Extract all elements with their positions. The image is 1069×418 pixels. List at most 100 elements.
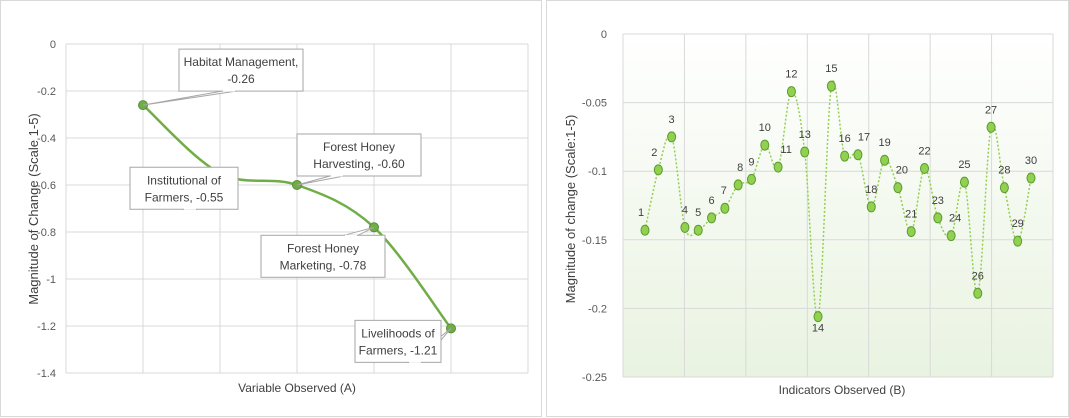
- chart-a-y-tick-label: -1.4: [37, 368, 56, 380]
- chart-b-point-21: [906, 226, 916, 238]
- chart-a-panel: 0 -0.2 -0.4 -0.6 -0.8 -1 -1.2 -1.4 Habitat Mana…: [0, 0, 542, 417]
- chart-a-y-ticks: 0 -0.2 -0.4 -0.6 -0.8 -1 -1.2 -1.4: [37, 39, 56, 380]
- chart-a-callout-1: Habitat Management, -0.26: [142, 48, 304, 106]
- chart-b-point-2: [653, 164, 663, 176]
- chart-b-point-label: 12: [785, 69, 797, 81]
- chart-b-point-4: [680, 221, 690, 233]
- chart-b-point-3: [667, 131, 677, 143]
- chart-b-point-label: 25: [958, 159, 970, 171]
- chart-b-point-8: [733, 179, 743, 191]
- chart-b-point-label: 4: [682, 204, 688, 216]
- chart-b-y-tick-label: 0: [601, 29, 607, 41]
- chart-b-point-7: [720, 202, 730, 214]
- chart-b-y-tick-label: -0.1: [588, 166, 607, 178]
- chart-b-series: [640, 80, 1036, 323]
- chart-b-point-label: 15: [825, 63, 837, 75]
- chart-b-point-30: [1026, 172, 1036, 184]
- chart-b-point-16: [840, 150, 850, 162]
- chart-b-point-25: [959, 176, 969, 188]
- chart-b-point-label: 27: [985, 104, 997, 116]
- chart-b-point-label: 16: [839, 133, 851, 145]
- chart-b-point-label: 10: [759, 122, 771, 134]
- chart-b-point-10: [760, 139, 770, 151]
- chart-a-callout-5: Livelihoods of Farmers, -1.21: [354, 319, 452, 363]
- chart-b-point-19: [880, 154, 890, 166]
- chart-a-y-tick-label: 0: [50, 39, 56, 51]
- chart-b-point-label: 8: [737, 162, 743, 174]
- chart-a-callout-3: Forest Honey Harvesting, -0.60: [296, 133, 422, 186]
- chart-a-callout-2: Institutional of Farmers, -0.55: [129, 166, 239, 210]
- chart-b-point-label: 13: [799, 129, 811, 141]
- chart-b-point-label: 17: [858, 132, 870, 144]
- chart-b-point-label: 22: [918, 145, 930, 157]
- chart-b-point-label: 1: [638, 207, 644, 219]
- chart-b-series-line: [644, 80, 1032, 318]
- chart-b-point-28: [999, 182, 1009, 194]
- chart-b-point-20: [893, 182, 903, 194]
- chart-b-point-label: 7: [721, 185, 727, 197]
- chart-b-x-axis-title: Indicators Observed (B): [779, 383, 906, 397]
- chart-a-y-tick-label: -0.8: [37, 227, 56, 239]
- chart-b-y-tick-label: -0.2: [588, 303, 607, 315]
- chart-b-point-5: [693, 224, 703, 236]
- chart-a-callout-line2: Harvesting, -0.60: [313, 157, 405, 171]
- chart-b-point-26: [973, 287, 983, 299]
- chart-b-point-label: 30: [1025, 155, 1037, 167]
- chart-b-point-1: [640, 224, 650, 236]
- chart-b-point-6: [707, 212, 717, 224]
- chart-b-point-23: [933, 212, 943, 224]
- chart-b-point-24: [946, 230, 956, 242]
- chart-a-y-tick-label: -0.4: [37, 133, 56, 145]
- chart-b-point-18: [866, 201, 876, 213]
- chart-a-y-tick-label: -1: [46, 274, 56, 286]
- chart-b-point-label: 3: [669, 114, 675, 126]
- chart-a-callout-line2: Farmers, -0.55: [145, 190, 224, 204]
- chart-a-callout-line2: Marketing, -0.78: [280, 258, 367, 272]
- chart-a-data-labels: Habitat Management, -0.26 Institutional of…: [129, 48, 452, 363]
- chart-b-point-label: 21: [905, 209, 917, 221]
- chart-b-point-label: 26: [972, 270, 984, 282]
- chart-a-gridlines: [65, 43, 529, 374]
- chart-a-y-axis-title: Magnitude of Change (Scale 1-5): [26, 113, 41, 305]
- chart-a: 0 -0.2 -0.4 -0.6 -0.8 -1 -1.2 -1.4 Habitat Mana…: [26, 39, 529, 395]
- chart-a-y-tick-label: -0.2: [37, 86, 56, 98]
- chart-b-point-label: 5: [695, 207, 701, 219]
- chart-a-callout-line1: Forest Honey: [323, 140, 395, 154]
- chart-b-point-12: [786, 86, 796, 98]
- chart-b-plot-area: [623, 34, 1053, 377]
- chart-b-point-label: 11: [780, 144, 791, 156]
- chart-b-point-11: [773, 161, 783, 173]
- chart-a-callout-line1: Livelihoods of: [361, 326, 435, 340]
- chart-b-y-ticks: 0 -0.05 -0.1 -0.15 -0.2 -0.25: [582, 29, 607, 384]
- chart-b-y-tick-label: -0.25: [582, 372, 607, 384]
- chart-b-y-tick-label: -0.15: [582, 235, 607, 247]
- chart-b-point-label: 14: [812, 323, 824, 335]
- chart-a-y-tick-label: -1.2: [37, 321, 56, 333]
- chart-b-point-label: 9: [748, 156, 754, 168]
- chart-b-panel: 0 -0.05 -0.1 -0.15 -0.2 -0.25 1 2 3 4 5 6 7 8 9 10 11 12…: [546, 0, 1069, 417]
- chart-a-callout-line1: Forest Honey: [287, 241, 359, 255]
- chart-b-point-14: [813, 311, 823, 323]
- chart-a-callout-line1: Institutional of: [147, 173, 222, 187]
- chart-b-point-label: 18: [865, 184, 877, 196]
- chart-b-point-label: 20: [896, 165, 908, 177]
- chart-b-point-label: 23: [932, 195, 944, 207]
- chart-a-callout-line2: Farmers, -1.21: [359, 343, 438, 357]
- chart-b-point-22: [920, 162, 930, 174]
- chart-b-point-label: 28: [998, 165, 1010, 177]
- chart-b-point-13: [800, 146, 810, 158]
- chart-b-point-9: [746, 173, 756, 185]
- chart-a-x-axis-title: Variable Observed (A): [238, 381, 356, 395]
- chart-b-point-label: 24: [949, 213, 961, 225]
- chart-b-point-29: [1013, 235, 1023, 247]
- chart-b-point-label: 6: [708, 195, 714, 207]
- chart-b-y-axis-title: Magnitude of change (Scale:1-5): [563, 115, 578, 304]
- chart-b-point-label: 2: [651, 147, 657, 159]
- chart-b-point-17: [853, 149, 863, 161]
- chart-b-point-label: 29: [1012, 218, 1024, 230]
- chart-a-callout-4: Forest Honey Marketing, -0.78: [260, 226, 386, 278]
- chart-a-callout-line1: Habitat Management,: [184, 55, 299, 69]
- chart-b-y-tick-label: -0.05: [582, 98, 607, 110]
